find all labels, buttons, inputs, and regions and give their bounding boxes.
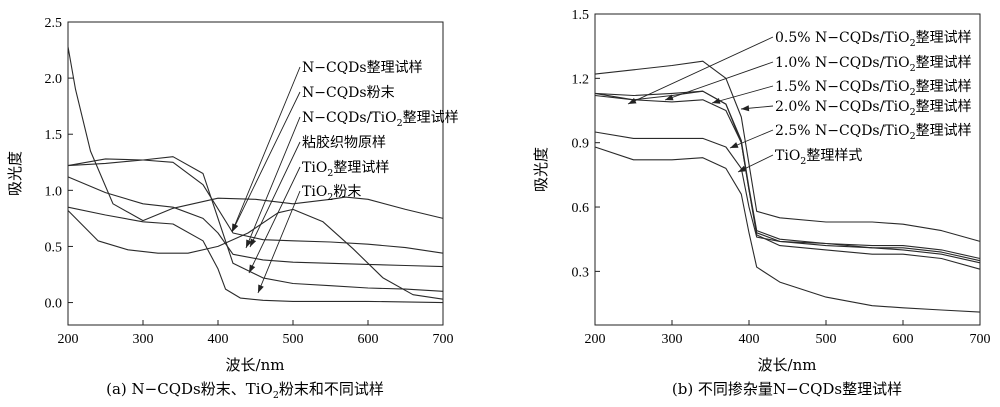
y-tick-label: 0.3 bbox=[572, 265, 590, 280]
annotation-arrowhead bbox=[249, 264, 256, 273]
series-line bbox=[594, 90, 981, 262]
annotation-leader bbox=[245, 116, 301, 249]
chart-panel-b: 200 300 400 500 600 700 0.3 0.6 0.9 1.2 1.5 波长/nm 吸光… bbox=[532, 8, 991, 398]
x-tick-label: 400 bbox=[739, 332, 760, 347]
annotation-label: TiO2整理试样 bbox=[302, 160, 389, 179]
series-line bbox=[67, 208, 444, 300]
annotation-label: TiO2整理样式 bbox=[775, 148, 862, 167]
series-line bbox=[594, 131, 981, 264]
series-line bbox=[67, 206, 444, 304]
series-line bbox=[67, 176, 444, 268]
annotation-arrowhead bbox=[628, 97, 637, 104]
annotation-leader bbox=[249, 141, 301, 248]
x-tick-label: 300 bbox=[662, 332, 683, 347]
x-tick-label: 300 bbox=[133, 332, 154, 347]
annotation-leader bbox=[664, 61, 774, 101]
series-line bbox=[594, 146, 981, 313]
x-tick-label: 600 bbox=[358, 332, 379, 347]
annotation-arrowhead bbox=[232, 223, 239, 232]
annotation-label: N−CQDs/TiO2整理试样 bbox=[302, 110, 459, 129]
annotation-label: 2.5% N−CQDs/TiO2整理试样 bbox=[775, 123, 972, 142]
y-tick-label: 1.5 bbox=[572, 8, 590, 23]
annotation-label: 粘胶织物原样 bbox=[302, 134, 386, 151]
series-line bbox=[67, 158, 444, 254]
annotation-leader bbox=[248, 166, 301, 274]
y-tick-label: 2.0 bbox=[45, 72, 63, 87]
plot-frame bbox=[594, 13, 981, 326]
plot-frame bbox=[67, 21, 444, 326]
annotation-arrowhead bbox=[712, 98, 721, 104]
y-tick-label: 0.6 bbox=[572, 201, 590, 216]
annotation-arrowhead bbox=[730, 142, 739, 148]
x-tick-label: 600 bbox=[893, 332, 914, 347]
annotation-leader bbox=[231, 66, 301, 233]
annotation-arrowhead bbox=[246, 239, 252, 248]
annotation-arrowhead bbox=[258, 284, 264, 293]
annotation-arrowhead bbox=[665, 94, 674, 101]
annotation-label: N−CQDs整理试样 bbox=[302, 60, 423, 76]
annotation-arrowhead bbox=[250, 238, 257, 247]
chart-caption: (b) 不同掺杂量N−CQDs整理试样 bbox=[672, 380, 902, 398]
chart-caption: (a) N−CQDs粉末、TiO2粉末和不同试样 bbox=[106, 380, 384, 401]
annotation-label: TiO2粉末 bbox=[302, 184, 361, 203]
y-tick-label: 0.0 bbox=[45, 297, 63, 312]
y-tick-label: 1.5 bbox=[45, 128, 63, 143]
x-axis-label: 波长/nm bbox=[758, 356, 817, 374]
x-tick-label: 400 bbox=[208, 332, 229, 347]
x-tick-label: 200 bbox=[58, 332, 79, 347]
annotation-label: N−CQDs粉末 bbox=[302, 85, 395, 101]
y-axis-label: 吸光度 bbox=[6, 151, 24, 196]
y-tick-label: 0.5 bbox=[45, 240, 63, 255]
annotation-arrowhead bbox=[741, 105, 750, 112]
annotation-label: 1.0% N−CQDs/TiO2整理试样 bbox=[775, 55, 972, 74]
series-line bbox=[594, 90, 981, 260]
annotation-arrowhead bbox=[738, 165, 747, 172]
annotation-leader bbox=[257, 190, 301, 294]
series-line bbox=[67, 156, 444, 292]
annotation-leader bbox=[231, 91, 301, 233]
x-tick-label: 500 bbox=[816, 332, 837, 347]
annotation-label: 2.0% N−CQDs/TiO2整理试样 bbox=[775, 99, 972, 118]
y-tick-label: 0.9 bbox=[572, 137, 590, 152]
series-line bbox=[594, 92, 981, 270]
annotation-leader bbox=[711, 85, 774, 104]
x-tick-label: 700 bbox=[433, 332, 454, 347]
series-line bbox=[67, 46, 444, 222]
y-tick-label: 1.0 bbox=[45, 184, 63, 199]
y-tick-label: 1.2 bbox=[572, 72, 590, 87]
chart-panel-a: 200 300 400 500 600 700 0.0 0.5 1.0 1.5 2.0 2.5 波长/n… bbox=[6, 16, 459, 401]
annotation-leader bbox=[627, 36, 774, 105]
y-tick-label: 2.5 bbox=[45, 16, 63, 31]
annotation-label: 0.5% N−CQDs/TiO2整理试样 bbox=[775, 30, 972, 49]
x-tick-label: 200 bbox=[585, 332, 606, 347]
x-tick-label: 500 bbox=[283, 332, 304, 347]
annotation-label: 1.5% N−CQDs/TiO2整理试样 bbox=[775, 79, 972, 98]
x-axis-label: 波长/nm bbox=[226, 356, 285, 374]
series-line bbox=[594, 60, 981, 242]
y-axis-label: 吸光度 bbox=[532, 147, 550, 192]
x-tick-label: 700 bbox=[970, 332, 991, 347]
